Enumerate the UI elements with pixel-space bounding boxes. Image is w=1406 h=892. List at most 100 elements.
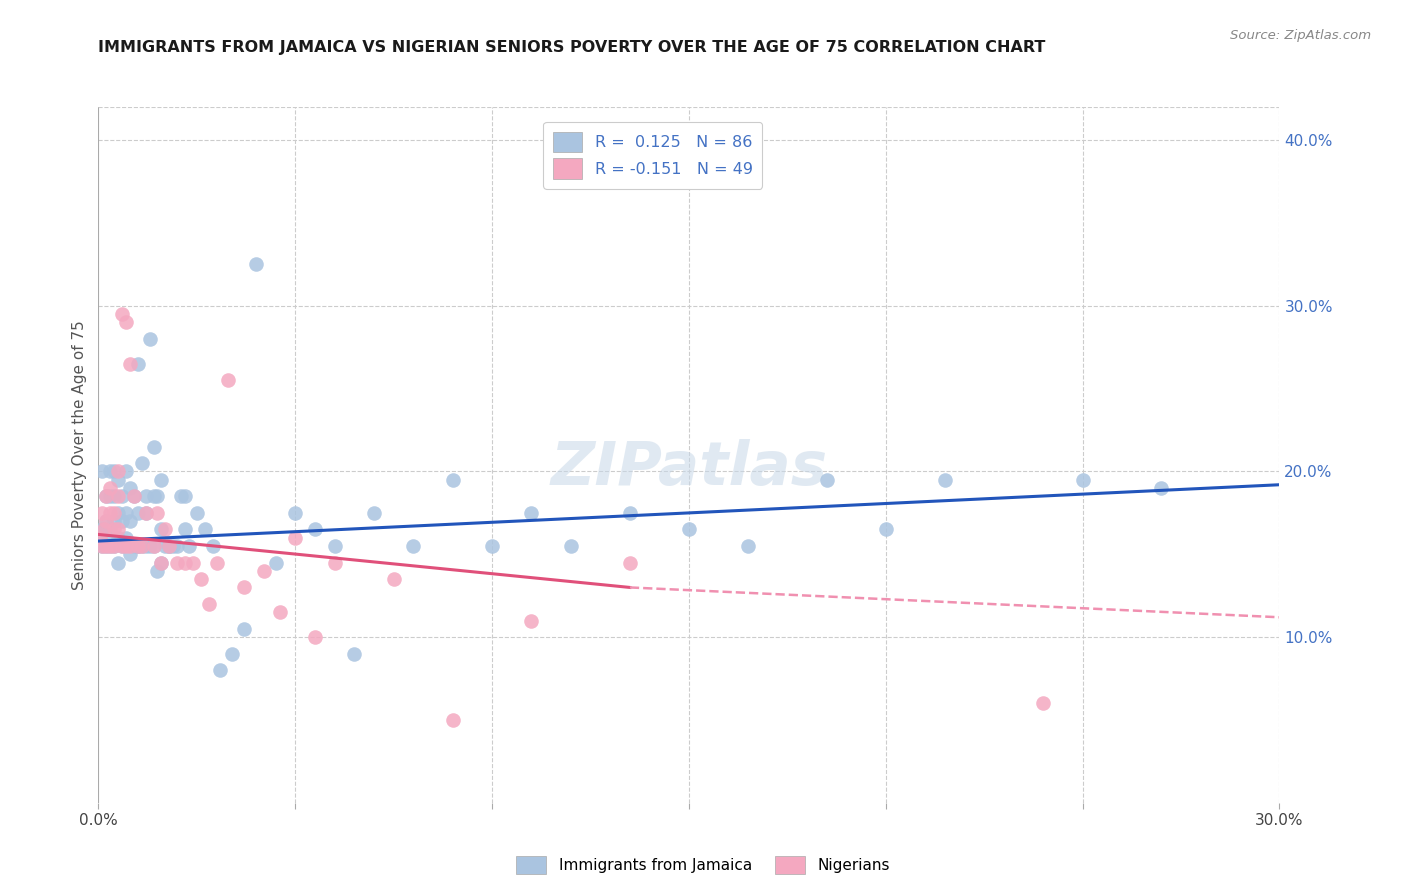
Point [284,506,307,520]
Point [304,630,326,644]
Point [162,539,184,553]
Point [174,523,197,537]
Point [146,506,169,520]
Point [205,556,228,570]
Point [118,514,141,528]
Point [118,539,141,553]
Point [96,539,118,553]
Point [118,547,141,561]
Point [107,523,129,537]
Point [155,539,177,553]
Legend: Immigrants from Jamaica, Nigerians: Immigrants from Jamaica, Nigerians [510,850,896,880]
Point [166,539,188,553]
Point [93,523,115,537]
Point [157,539,180,553]
Point [135,506,157,520]
Point [1150,481,1173,495]
Point [131,539,153,553]
Point [343,647,366,661]
Text: Source: ZipAtlas.com: Source: ZipAtlas.com [1230,29,1371,42]
Point [209,663,232,677]
Point [135,539,157,553]
Point [122,539,145,553]
Point [155,523,177,537]
Point [619,506,641,520]
Point [138,332,160,346]
Point [107,506,129,520]
Point [118,481,141,495]
Point [127,357,149,371]
Point [1032,697,1054,711]
Point [91,506,114,520]
Point [111,539,134,553]
Point [284,531,307,545]
Point [111,539,134,553]
Point [122,489,145,503]
Point [520,614,543,628]
Point [815,473,838,487]
Point [146,564,169,578]
Point [127,539,149,553]
Point [186,506,208,520]
Point [111,489,134,503]
Point [402,539,425,553]
Point [142,440,165,454]
Point [103,523,125,537]
Point [91,539,114,553]
Point [96,489,118,503]
Point [201,539,224,553]
Point [217,373,239,387]
Point [142,539,165,553]
Point [135,506,157,520]
Point [481,539,503,553]
Point [146,489,169,503]
Point [127,539,149,553]
Text: IMMIGRANTS FROM JAMAICA VS NIGERIAN SENIORS POVERTY OVER THE AGE OF 75 CORRELATI: IMMIGRANTS FROM JAMAICA VS NIGERIAN SENI… [98,40,1046,55]
Point [1071,473,1094,487]
Point [269,605,291,619]
Point [245,257,267,271]
Point [142,489,165,503]
Point [103,465,125,479]
Point [323,539,346,553]
Point [619,556,641,570]
Point [934,473,956,487]
Point [150,556,173,570]
Point [253,564,276,578]
Point [107,473,129,487]
Point [131,539,153,553]
Point [197,597,219,611]
Point [150,523,173,537]
Point [91,539,114,553]
Point [96,514,118,528]
Y-axis label: Seniors Poverty Over the Age of 75: Seniors Poverty Over the Age of 75 [72,320,87,590]
Point [233,581,256,595]
Point [97,531,120,545]
Point [96,489,118,503]
Point [107,489,129,503]
Point [107,556,129,570]
Point [221,647,243,661]
Point [89,531,111,545]
Point [127,506,149,520]
Point [678,523,700,537]
Point [560,539,582,553]
Point [98,489,121,503]
Point [520,506,543,520]
Point [91,523,114,537]
Point [115,531,138,545]
Point [150,556,173,570]
Point [103,506,125,520]
Point [89,531,111,545]
Point [441,473,464,487]
Point [131,456,153,470]
Point [737,539,759,553]
Point [174,556,197,570]
Point [138,539,160,553]
Point [875,523,897,537]
Point [157,539,180,553]
Point [103,489,125,503]
Point [118,357,141,371]
Point [441,713,464,727]
Point [181,556,204,570]
